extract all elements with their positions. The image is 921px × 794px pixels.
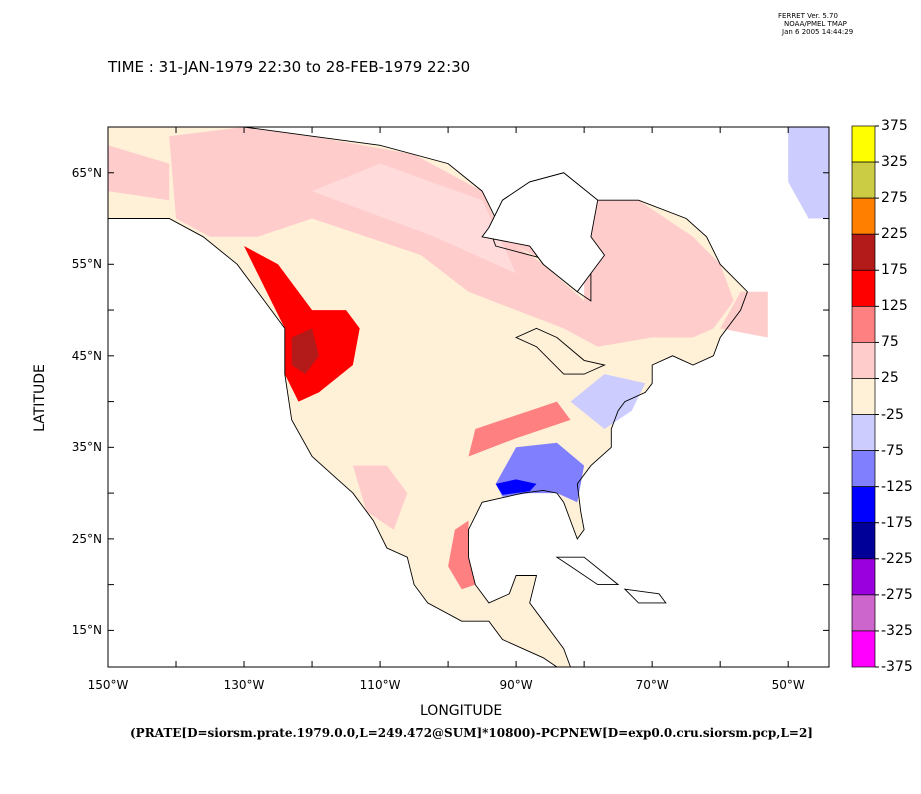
pnw-core-region: [291, 328, 319, 375]
colorbar-swatch-11: [851, 522, 876, 560]
colorbar-swatch-2: [851, 197, 876, 235]
x-tick-label-3: 90°W: [499, 678, 533, 692]
colorbar-label-5: 125: [881, 298, 908, 315]
newfoundland-region: [720, 291, 768, 338]
plot-date: Jan 6 2005 14:44:29: [782, 28, 854, 36]
great-lakes: [515, 327, 606, 375]
colorbar-label-15: -375: [881, 659, 913, 675]
pnw-region: [244, 246, 360, 402]
axis-ticks: [107, 127, 829, 667]
cuba: [555, 556, 620, 586]
colorbar-swatch-10: [851, 486, 876, 524]
colorbar-swatch-13: [851, 594, 876, 632]
colorbar-label-8: -25: [881, 406, 904, 423]
colorbar-label-3: 225: [881, 226, 908, 243]
southwest-region: [352, 465, 408, 530]
colorbar-swatch-4: [851, 269, 876, 307]
colorbar: [851, 125, 879, 668]
y-tick-label-0: 65°N: [71, 165, 102, 180]
greenland-region: [788, 127, 829, 219]
x-tick-label-2: 110°W: [359, 678, 401, 692]
x-axis-label: LONGITUDE: [420, 703, 503, 719]
colorbar-label-12: -225: [881, 550, 913, 567]
canada-arctic-region: [169, 127, 734, 347]
colorbar-swatch-3: [851, 233, 876, 271]
colorbar-label-0: 375: [881, 118, 908, 134]
colorbar-label-1: 325: [881, 154, 908, 171]
colorbar-swatch-8: [851, 414, 876, 451]
colorbar-label-4: 175: [881, 262, 908, 279]
colorbar-label-13: -275: [881, 586, 913, 603]
colorbar-label-14: -325: [881, 622, 913, 639]
hudson-bay: [481, 172, 606, 293]
data-field: [108, 127, 829, 667]
colorbar-swatch-12: [851, 558, 876, 596]
colorbar-label-10: -125: [881, 478, 913, 495]
alaska-region: [108, 145, 170, 201]
coastlines: [107, 126, 748, 668]
y-tick-label-1: 55°N: [71, 257, 102, 272]
ohio-valley-region: [468, 401, 571, 457]
colorbar-swatch-6: [851, 342, 876, 379]
colorbar-label-7: 25: [881, 370, 899, 387]
colorbar-label-2: 275: [881, 190, 908, 207]
colorbar-swatch-1: [851, 161, 876, 199]
hispaniola: [623, 588, 667, 604]
colorbar-label-11: -175: [881, 514, 913, 531]
y-axis-label: LATITUDE: [32, 364, 48, 432]
colorbar-swatch-14: [851, 630, 876, 668]
colorbar-swatch-9: [851, 450, 876, 488]
colorbar-swatch-5: [851, 305, 876, 343]
lake-band: [312, 163, 517, 274]
x-tick-label-1: 130°W: [223, 678, 265, 692]
colorbar-label-9: -75: [881, 442, 904, 459]
y-tick-label-2: 45°N: [71, 348, 102, 363]
y-tick-label-4: 25°N: [71, 531, 102, 546]
colorbar-swatch-7: [851, 378, 876, 415]
chart-title: TIME : 31-JAN-1979 22:30 to 28-FEB-1979 …: [108, 58, 471, 76]
variable-caption: (PRATE[D=siorsm.prate.1979.0.0,L=249.472…: [130, 726, 813, 740]
lab-name: NOAA/PMEL TMAP: [784, 20, 847, 28]
ferret-version: FERRET Ver. 5.70: [778, 12, 838, 20]
colorbar-swatch-0: [851, 125, 876, 163]
x-tick-label-0: 150°W: [87, 678, 129, 692]
colorbar-label-6: 75: [881, 334, 899, 351]
y-tick-label-5: 15°N: [71, 623, 102, 638]
plot-frame: [107, 126, 830, 668]
x-tick-label-5: 50°W: [771, 678, 805, 692]
gulf-coast-region: [495, 479, 537, 495]
northeast-region: [570, 374, 646, 429]
x-tick-label-4: 70°W: [635, 678, 669, 692]
y-tick-label-3: 35°N: [71, 440, 102, 455]
